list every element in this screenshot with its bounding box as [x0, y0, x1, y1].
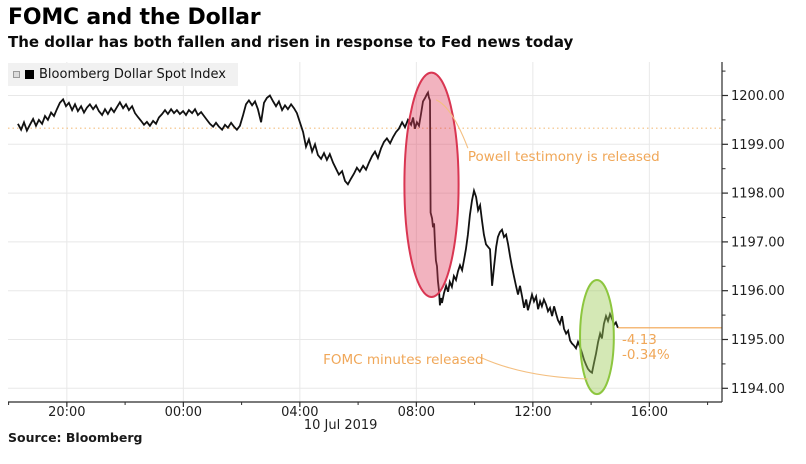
x-axis-label: 20:00	[48, 405, 85, 420]
y-axis-label: 1200.00	[731, 89, 785, 104]
series-color-marker	[25, 70, 34, 79]
legend-label: Bloomberg Dollar Spot Index	[39, 67, 226, 82]
page-title: FOMC and the Dollar	[8, 5, 261, 30]
price-change-label: -0.34%	[622, 347, 670, 363]
x-axis-label: 08:00	[398, 405, 435, 420]
page-subtitle: The dollar has both fallen and risen in …	[8, 32, 574, 51]
x-axis-date-label: 10 Jul 2019	[304, 418, 378, 433]
event-annotation-label: Powell testimony is released	[468, 149, 660, 165]
x-axis-label: 04:00	[281, 405, 318, 420]
x-axis-label: 16:00	[631, 405, 668, 420]
series-line-bloomberg-dollar-spot-index	[17, 90, 619, 375]
legend-grip-icon	[13, 71, 20, 78]
x-axis-label: 00:00	[165, 405, 202, 420]
y-axis-label: 1199.00	[731, 138, 785, 153]
y-axis-label: 1197.00	[731, 235, 785, 250]
annotation-callout-line	[481, 357, 588, 380]
price-change-label: -4.13	[622, 332, 657, 348]
annotation-callout-line	[435, 99, 469, 149]
highlight-ellipse-red	[403, 71, 460, 299]
chart-canvas[interactable]: Powell testimony is released FOMC minutes…	[0, 60, 806, 434]
y-axis-label: 1195.00	[731, 333, 785, 348]
chart-header: FOMC and the Dollar The dollar has both …	[8, 4, 573, 51]
chart-area: Powell testimony is released FOMC minutes…	[0, 60, 806, 434]
source-attribution: Source: Bloomberg	[8, 430, 143, 445]
y-axis-label: 1196.00	[731, 284, 785, 299]
event-annotation-label: FOMC minutes released	[323, 352, 484, 368]
highlight-ellipse-green	[579, 278, 615, 396]
y-axis-label: 1194.00	[731, 382, 785, 397]
x-axis-label: 12:00	[514, 405, 551, 420]
legend-item-bloomberg-dollar-spot-index[interactable]: Bloomberg Dollar Spot Index	[8, 63, 238, 86]
y-axis-label: 1198.00	[731, 187, 785, 202]
